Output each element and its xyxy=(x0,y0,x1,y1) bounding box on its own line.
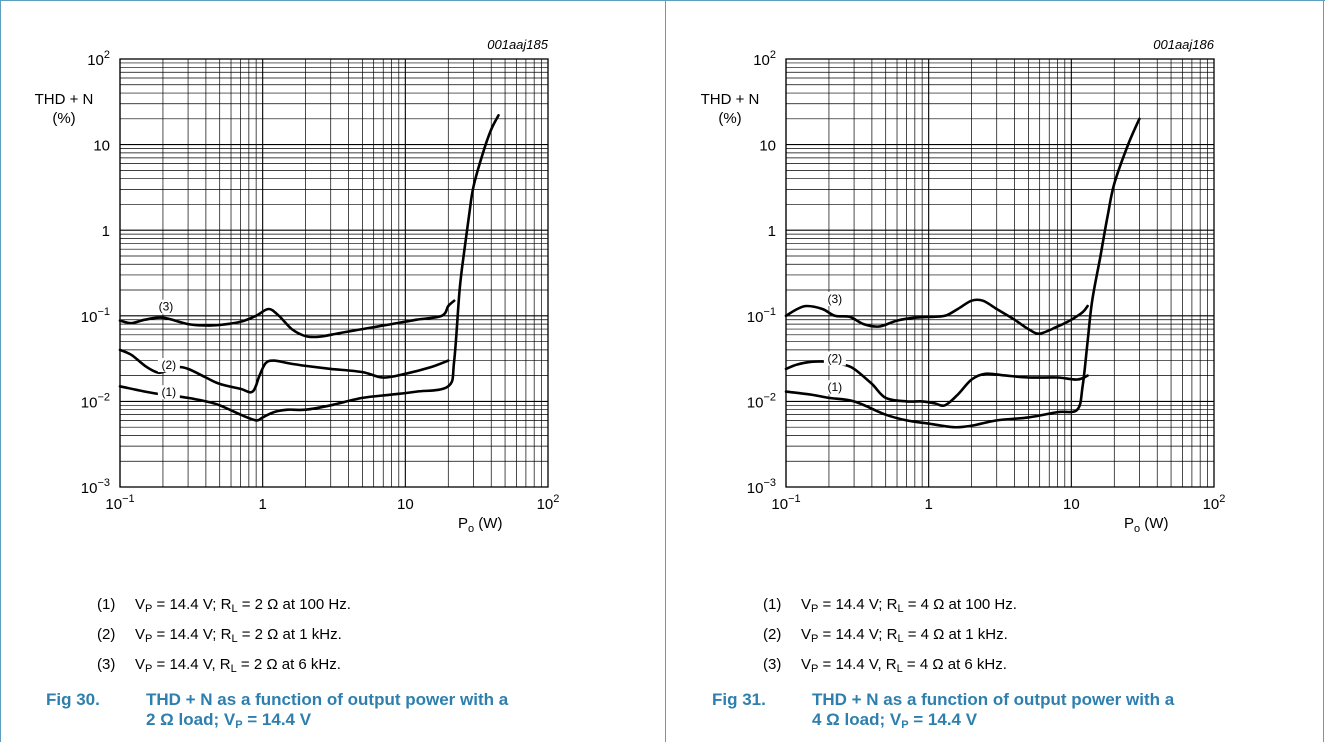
series-label: (3) xyxy=(159,300,174,314)
y-tick-label: 10 xyxy=(93,138,110,155)
y-tick-label: 102 xyxy=(753,49,776,69)
x-tick-label: 10−1 xyxy=(771,493,800,513)
x-axis-label: Po (W) xyxy=(1124,515,1168,535)
caption-text: THD + N as a function of output power wi… xyxy=(146,690,509,731)
note-text: VP = 14.4 V; RL = 4 Ω at 100 Hz. xyxy=(801,596,1017,615)
x-tick-label: 10 xyxy=(397,496,414,513)
note-text: VP = 14.4 V, RL = 4 Ω at 6 kHz. xyxy=(801,656,1007,675)
series-label: (3) xyxy=(828,292,843,306)
x-tick-label: 10 xyxy=(1063,496,1080,513)
series-curve-3 xyxy=(784,298,1089,335)
y-axis-unit: (%) xyxy=(718,110,741,127)
chart-thd-4ohm: 10−1 1 10 102 10−3 10−2 10−1 1 10 102 THD + N (%) Po… xyxy=(701,37,1226,535)
note-number: (3) xyxy=(97,656,116,673)
y-tick-label: 10−3 xyxy=(81,477,110,497)
series-curve-1 xyxy=(784,117,1141,429)
y-tick-label: 10−1 xyxy=(81,306,110,326)
frame-left-border xyxy=(0,0,1,742)
y-tick-label: 1 xyxy=(768,223,776,240)
y-tick-label: 10−3 xyxy=(747,477,776,497)
figure-id: 001aaj185 xyxy=(487,37,548,52)
y-tick-label: 10−1 xyxy=(747,306,776,326)
plot-frame xyxy=(785,58,1215,488)
figure-panel-30: 10−1 1 10 102 10−3 10−2 10−1 1 10 102 THD + N (%) Po… xyxy=(2,0,662,742)
note-text: VP = 14.4 V; RL = 4 Ω at 1 kHz. xyxy=(801,626,1008,645)
series-label: (1) xyxy=(162,385,177,399)
note-number: (2) xyxy=(763,626,782,643)
note-number: (1) xyxy=(97,596,116,613)
figure-number: Fig 30. xyxy=(46,690,100,709)
x-axis-label: Po (W) xyxy=(458,515,502,535)
y-axis-label: THD + N xyxy=(701,91,760,108)
y-tick-label: 102 xyxy=(87,49,110,69)
plot-frame xyxy=(119,58,549,488)
series-label-background xyxy=(157,385,180,400)
series-label-background xyxy=(823,351,846,366)
note-text: VP = 14.4 V, RL = 2 Ω at 6 kHz. xyxy=(135,656,341,675)
x-tick-label: 102 xyxy=(1203,493,1226,513)
x-tick-label: 102 xyxy=(537,493,560,513)
note-number: (2) xyxy=(97,626,116,643)
series-label: (2) xyxy=(828,352,843,366)
chart-thd-2ohm: 10−1 1 10 102 10−3 10−2 10−1 1 10 102 THD + N (%) Po… xyxy=(35,37,560,535)
frame-top-border xyxy=(0,0,1325,1)
frame-right-border xyxy=(1323,0,1324,742)
x-tick-label: 1 xyxy=(924,496,932,513)
series-label-background xyxy=(823,380,846,395)
figure-id: 001aaj186 xyxy=(1153,37,1214,52)
y-axis-label: THD + N xyxy=(35,91,94,108)
series-curve-1 xyxy=(118,114,500,422)
series-label-background xyxy=(823,291,846,306)
series-curve-3 xyxy=(118,299,456,339)
series-label: (2) xyxy=(162,358,177,372)
note-text: VP = 14.4 V; RL = 2 Ω at 100 Hz. xyxy=(135,596,351,615)
figure-number: Fig 31. xyxy=(712,690,766,709)
frame-divider xyxy=(665,0,666,742)
x-tick-label: 10−1 xyxy=(105,493,134,513)
note-number: (1) xyxy=(763,596,782,613)
x-tick-label: 1 xyxy=(258,496,266,513)
series-curve-2 xyxy=(118,348,450,394)
series-label-background xyxy=(157,358,180,373)
caption-text: THD + N as a function of output power wi… xyxy=(812,690,1175,731)
series-label-background xyxy=(154,299,177,314)
y-tick-label: 10 xyxy=(759,138,776,155)
note-number: (3) xyxy=(763,656,782,673)
y-tick-label: 10−2 xyxy=(747,391,776,411)
y-axis-unit: (%) xyxy=(52,110,75,127)
y-tick-label: 10−2 xyxy=(81,391,110,411)
figure-panel-31: 10−1 1 10 102 10−3 10−2 10−1 1 10 102 THD + N (%) Po… xyxy=(668,0,1325,742)
series-label: (1) xyxy=(828,380,843,394)
y-tick-label: 1 xyxy=(102,223,110,240)
note-text: VP = 14.4 V; RL = 2 Ω at 1 kHz. xyxy=(135,626,342,645)
